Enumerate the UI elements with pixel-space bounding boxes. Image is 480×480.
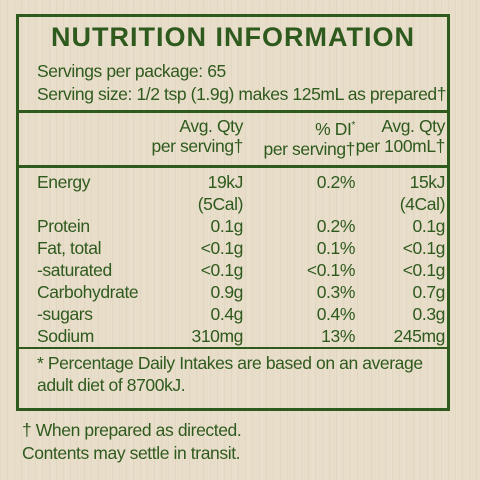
qty-per-serving: <0.1g bbox=[200, 260, 244, 280]
nutrient-label: Carbohydrate bbox=[37, 282, 139, 302]
serving-size: Serving size: 1/2 tsp (1.9g) makes 125mL… bbox=[37, 84, 447, 104]
qty-per-100ml: 245mg bbox=[393, 326, 445, 346]
qty-per-serving: 19kJ bbox=[207, 172, 244, 192]
di-per-serving: 13% bbox=[321, 326, 355, 346]
qty-per-100ml: 0.7g bbox=[412, 282, 446, 302]
servings-per-package: Servings per package: 65 bbox=[37, 61, 226, 81]
column-header-di-serving-line2: per serving† bbox=[263, 138, 355, 159]
di-per-serving: 0.2% bbox=[316, 172, 356, 192]
column-header-qty-serving-line2: per serving† bbox=[151, 136, 243, 156]
qty-per-serving: 0.9g bbox=[210, 282, 244, 302]
prepared-note: † When prepared as directed. bbox=[22, 420, 242, 440]
column-header-qty-100ml-line2: per 100mL† bbox=[355, 136, 446, 156]
daily-intake-footnote-line1: * Percentage Daily Intakes are based on … bbox=[37, 353, 423, 373]
table-rule bbox=[19, 165, 447, 168]
qty-per-serving: 0.1g bbox=[210, 216, 244, 236]
di-per-serving: 0.4% bbox=[316, 304, 356, 324]
footnote-rule bbox=[19, 347, 447, 349]
column-header-qty-serving-line1: Avg. Qty bbox=[179, 116, 243, 136]
di-per-serving: 0.2% bbox=[316, 216, 356, 236]
nutrient-label: -sugars bbox=[37, 304, 93, 324]
nutrient-label: -saturated bbox=[37, 260, 112, 280]
daily-intake-footnote-line2: adult diet of 8700kJ. bbox=[37, 375, 186, 395]
column-header-qty-serving: Avg. Qty per serving† bbox=[129, 116, 243, 156]
nutrition-panel: NUTRITION INFORMATION Servings per packa… bbox=[16, 14, 450, 411]
header-rule bbox=[19, 110, 447, 113]
nutrient-label: Sodium bbox=[37, 326, 94, 346]
nutrient-label: Fat, total bbox=[37, 238, 102, 258]
qty-per-serving: (5Cal) bbox=[197, 194, 244, 214]
qty-per-100ml: 15kJ bbox=[409, 172, 446, 192]
qty-per-100ml: 0.1g bbox=[412, 216, 446, 236]
qty-per-serving: <0.1g bbox=[200, 238, 244, 258]
qty-per-serving: 310mg bbox=[191, 326, 243, 346]
qty-per-100ml: <0.1g bbox=[402, 238, 446, 258]
qty-per-100ml: <0.1g bbox=[402, 260, 446, 280]
di-per-serving: 0.3% bbox=[316, 282, 356, 302]
footnote-marker: * bbox=[351, 120, 356, 131]
qty-per-100ml: (4Cal) bbox=[399, 194, 446, 214]
column-header-qty-100ml: Avg. Qty per 100mL† bbox=[349, 116, 446, 156]
di-per-serving: <0.1% bbox=[306, 260, 356, 280]
qty-per-serving: 0.4g bbox=[210, 304, 244, 324]
column-header-di-serving-line1: % DI* bbox=[315, 118, 356, 139]
nutrient-label: Energy bbox=[37, 172, 91, 192]
column-header-di-serving: % DI* per serving† bbox=[249, 116, 355, 159]
di-per-serving: 0.1% bbox=[316, 238, 356, 258]
nutrient-label: Protein bbox=[37, 216, 90, 236]
column-header-qty-100ml-line1: Avg. Qty bbox=[381, 116, 445, 136]
panel-title: NUTRITION INFORMATION bbox=[51, 22, 415, 52]
settle-note: Contents may settle in transit. bbox=[22, 443, 241, 463]
qty-per-100ml: 0.3g bbox=[412, 304, 446, 324]
